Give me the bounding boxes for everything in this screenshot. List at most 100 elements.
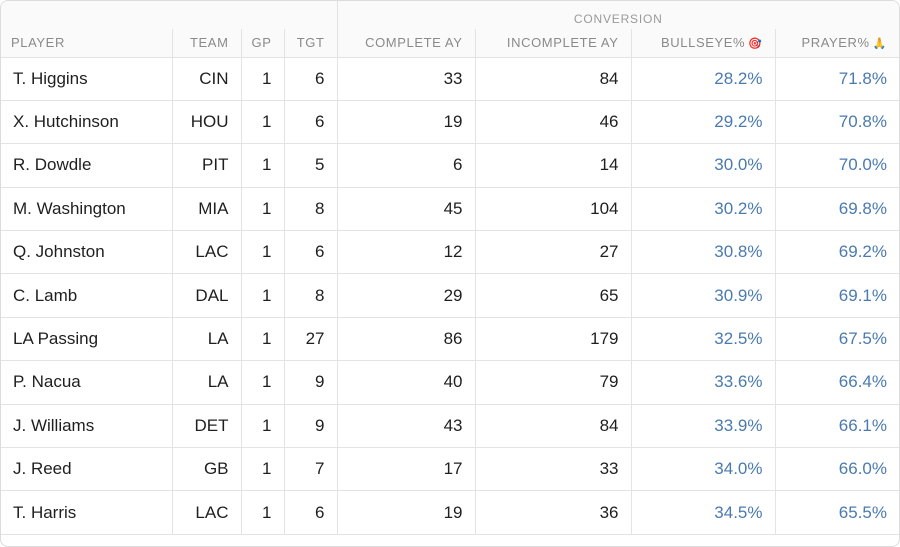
tgt-cell: 8 xyxy=(284,273,338,318)
incomplete-ay-cell: 65 xyxy=(475,273,632,318)
complete-ay-cell: 40 xyxy=(337,360,476,405)
header-group-spacer xyxy=(1,1,337,29)
bullseye-pct-cell: 30.9% xyxy=(631,273,776,318)
incomplete-ay-cell: 14 xyxy=(475,143,632,188)
player-cell: J. Reed xyxy=(1,447,173,492)
incomplete-ay-cell: 27 xyxy=(475,230,632,275)
complete-ay-cell: 33 xyxy=(337,57,476,101)
prayer-pct-cell: 69.2% xyxy=(775,230,899,275)
tgt-cell: 7 xyxy=(284,447,338,492)
incomplete-ay-cell: 84 xyxy=(475,404,632,449)
player-cell: T. Higgins xyxy=(1,57,173,101)
bullseye-pct-cell: 34.0% xyxy=(631,447,776,492)
tgt-cell: 6 xyxy=(284,57,338,101)
tgt-cell: 6 xyxy=(284,100,338,145)
prayer-pct-cell: 67.5% xyxy=(775,317,899,362)
team-cell: LAC xyxy=(172,230,242,275)
prayer-pct-cell: 71.8% xyxy=(775,57,899,101)
table-header: CONVERSION PLAYER TEAM GP TGT COMPLETE A… xyxy=(1,1,899,58)
player-cell: T. Harris xyxy=(1,490,173,535)
table-row[interactable]: Q. Johnston LAC 1 6 12 27 30.8% 69.2% xyxy=(1,230,899,275)
table-row[interactable]: P. Nacua LA 1 9 40 79 33.6% 66.4% xyxy=(1,360,899,405)
incomplete-ay-cell: 179 xyxy=(475,317,632,362)
bullseye-pct-cell: 33.6% xyxy=(631,360,776,405)
prayer-pct-cell: 69.8% xyxy=(775,187,899,232)
bullseye-pct-cell: 32.5% xyxy=(631,317,776,362)
table-row[interactable]: LA Passing LA 1 27 86 179 32.5% 67.5% xyxy=(1,317,899,362)
gp-cell: 1 xyxy=(241,404,285,449)
bullseye-pct-cell: 28.2% xyxy=(631,57,776,101)
complete-ay-cell: 45 xyxy=(337,187,476,232)
prayer-pct-cell: 70.8% xyxy=(775,100,899,145)
column-header-bullseye[interactable]: BULLSEYE% 🎯 xyxy=(631,29,776,58)
bullseye-pct-cell: 33.9% xyxy=(631,404,776,449)
bullseye-icon: 🎯 xyxy=(748,38,763,51)
gp-cell: 1 xyxy=(241,273,285,318)
incomplete-ay-cell: 46 xyxy=(475,100,632,145)
table-row[interactable]: C. Lamb DAL 1 8 29 65 30.9% 69.1% xyxy=(1,273,899,318)
prayer-pct-cell: 66.4% xyxy=(775,360,899,405)
bullseye-pct-cell: 29.2% xyxy=(631,100,776,145)
player-cell: C. Lamb xyxy=(1,273,173,318)
gp-cell: 1 xyxy=(241,143,285,188)
tgt-cell: 8 xyxy=(284,187,338,232)
complete-ay-cell: 17 xyxy=(337,447,476,492)
incomplete-ay-cell: 104 xyxy=(475,187,632,232)
team-cell: PIT xyxy=(172,143,242,188)
team-cell: DAL xyxy=(172,273,242,318)
table-row[interactable]: J. Williams DET 1 9 43 84 33.9% 66.1% xyxy=(1,404,899,449)
team-cell: LA xyxy=(172,317,242,362)
column-header-tgt[interactable]: TGT xyxy=(284,29,338,58)
tgt-cell: 9 xyxy=(284,360,338,405)
player-cell: Q. Johnston xyxy=(1,230,173,275)
table-row[interactable]: R. Dowdle PIT 1 5 6 14 30.0% 70.0% xyxy=(1,143,899,188)
player-cell: LA Passing xyxy=(1,317,173,362)
gp-cell: 1 xyxy=(241,187,285,232)
column-header-player[interactable]: PLAYER xyxy=(1,29,173,58)
incomplete-ay-cell: 84 xyxy=(475,57,632,101)
player-cell: M. Washington xyxy=(1,187,173,232)
table-row[interactable]: T. Higgins CIN 1 6 33 84 28.2% 71.8% xyxy=(1,57,899,101)
header-columns-row: PLAYER TEAM GP TGT COMPLETE AY INCOMPLET… xyxy=(1,29,899,58)
player-cell: X. Hutchinson xyxy=(1,100,173,145)
complete-ay-cell: 86 xyxy=(337,317,476,362)
gp-cell: 1 xyxy=(241,230,285,275)
prayer-icon: 🙏 xyxy=(872,38,887,51)
player-cell: J. Williams xyxy=(1,404,173,449)
team-cell: LAC xyxy=(172,490,242,535)
tgt-cell: 5 xyxy=(284,143,338,188)
gp-cell: 1 xyxy=(241,100,285,145)
tgt-cell: 9 xyxy=(284,404,338,449)
gp-cell: 1 xyxy=(241,447,285,492)
column-header-incomplete-ay[interactable]: INCOMPLETE AY xyxy=(475,29,632,58)
table-row[interactable]: J. Reed GB 1 7 17 33 34.0% 66.0% xyxy=(1,447,899,492)
table-body: T. Higgins CIN 1 6 33 84 28.2% 71.8% X. Hutchins… xyxy=(1,57,899,535)
complete-ay-cell: 19 xyxy=(337,100,476,145)
incomplete-ay-cell: 36 xyxy=(475,490,632,535)
complete-ay-cell: 12 xyxy=(337,230,476,275)
complete-ay-cell: 29 xyxy=(337,273,476,318)
table-row[interactable]: X. Hutchinson HOU 1 6 19 46 29.2% 70.8% xyxy=(1,100,899,145)
column-header-team[interactable]: TEAM xyxy=(172,29,242,58)
column-header-prayer-label: PRAYER% xyxy=(801,35,870,51)
column-header-complete-ay[interactable]: COMPLETE AY xyxy=(337,29,476,58)
team-cell: MIA xyxy=(172,187,242,232)
bullseye-pct-cell: 30.2% xyxy=(631,187,776,232)
prayer-pct-cell: 66.0% xyxy=(775,447,899,492)
gp-cell: 1 xyxy=(241,490,285,535)
gp-cell: 1 xyxy=(241,57,285,101)
column-header-prayer[interactable]: PRAYER% 🙏 xyxy=(775,29,899,58)
stats-table: CONVERSION PLAYER TEAM GP TGT COMPLETE A… xyxy=(1,1,899,535)
header-group-conversion: CONVERSION xyxy=(336,1,899,29)
team-cell: HOU xyxy=(172,100,242,145)
column-header-gp[interactable]: GP xyxy=(241,29,285,58)
team-cell: CIN xyxy=(172,57,242,101)
header-group-row: CONVERSION xyxy=(1,1,899,29)
complete-ay-cell: 43 xyxy=(337,404,476,449)
table-row[interactable]: T. Harris LAC 1 6 19 36 34.5% 65.5% xyxy=(1,490,899,535)
table-row[interactable]: M. Washington MIA 1 8 45 104 30.2% 69.8% xyxy=(1,187,899,232)
bullseye-pct-cell: 30.8% xyxy=(631,230,776,275)
tgt-cell: 27 xyxy=(284,317,338,362)
complete-ay-cell: 6 xyxy=(337,143,476,188)
